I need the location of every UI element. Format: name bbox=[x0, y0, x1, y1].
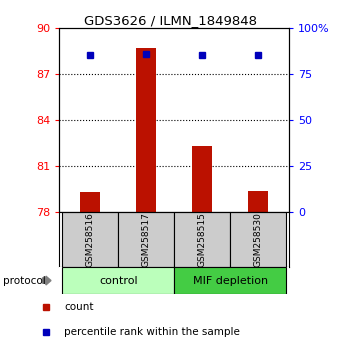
Bar bbox=[230, 212, 286, 267]
Text: control: control bbox=[99, 275, 138, 286]
Text: GSM258517: GSM258517 bbox=[142, 212, 151, 267]
Bar bbox=[192, 147, 212, 212]
Bar bbox=[249, 191, 268, 212]
Bar bbox=[174, 212, 230, 267]
Text: count: count bbox=[64, 302, 94, 313]
Text: MIF depletion: MIF depletion bbox=[193, 275, 268, 286]
Text: GSM258515: GSM258515 bbox=[198, 212, 207, 267]
Bar bbox=[118, 212, 174, 267]
Text: GSM258516: GSM258516 bbox=[86, 212, 95, 267]
Bar bbox=[81, 193, 100, 212]
Text: GSM258530: GSM258530 bbox=[254, 212, 263, 267]
Text: GDS3626 / ILMN_1849848: GDS3626 / ILMN_1849848 bbox=[84, 14, 256, 27]
Bar bbox=[62, 212, 118, 267]
Bar bbox=[62, 267, 174, 294]
Text: protocol: protocol bbox=[3, 275, 46, 286]
Bar bbox=[136, 48, 156, 212]
Text: percentile rank within the sample: percentile rank within the sample bbox=[64, 327, 240, 337]
Bar bbox=[174, 267, 286, 294]
